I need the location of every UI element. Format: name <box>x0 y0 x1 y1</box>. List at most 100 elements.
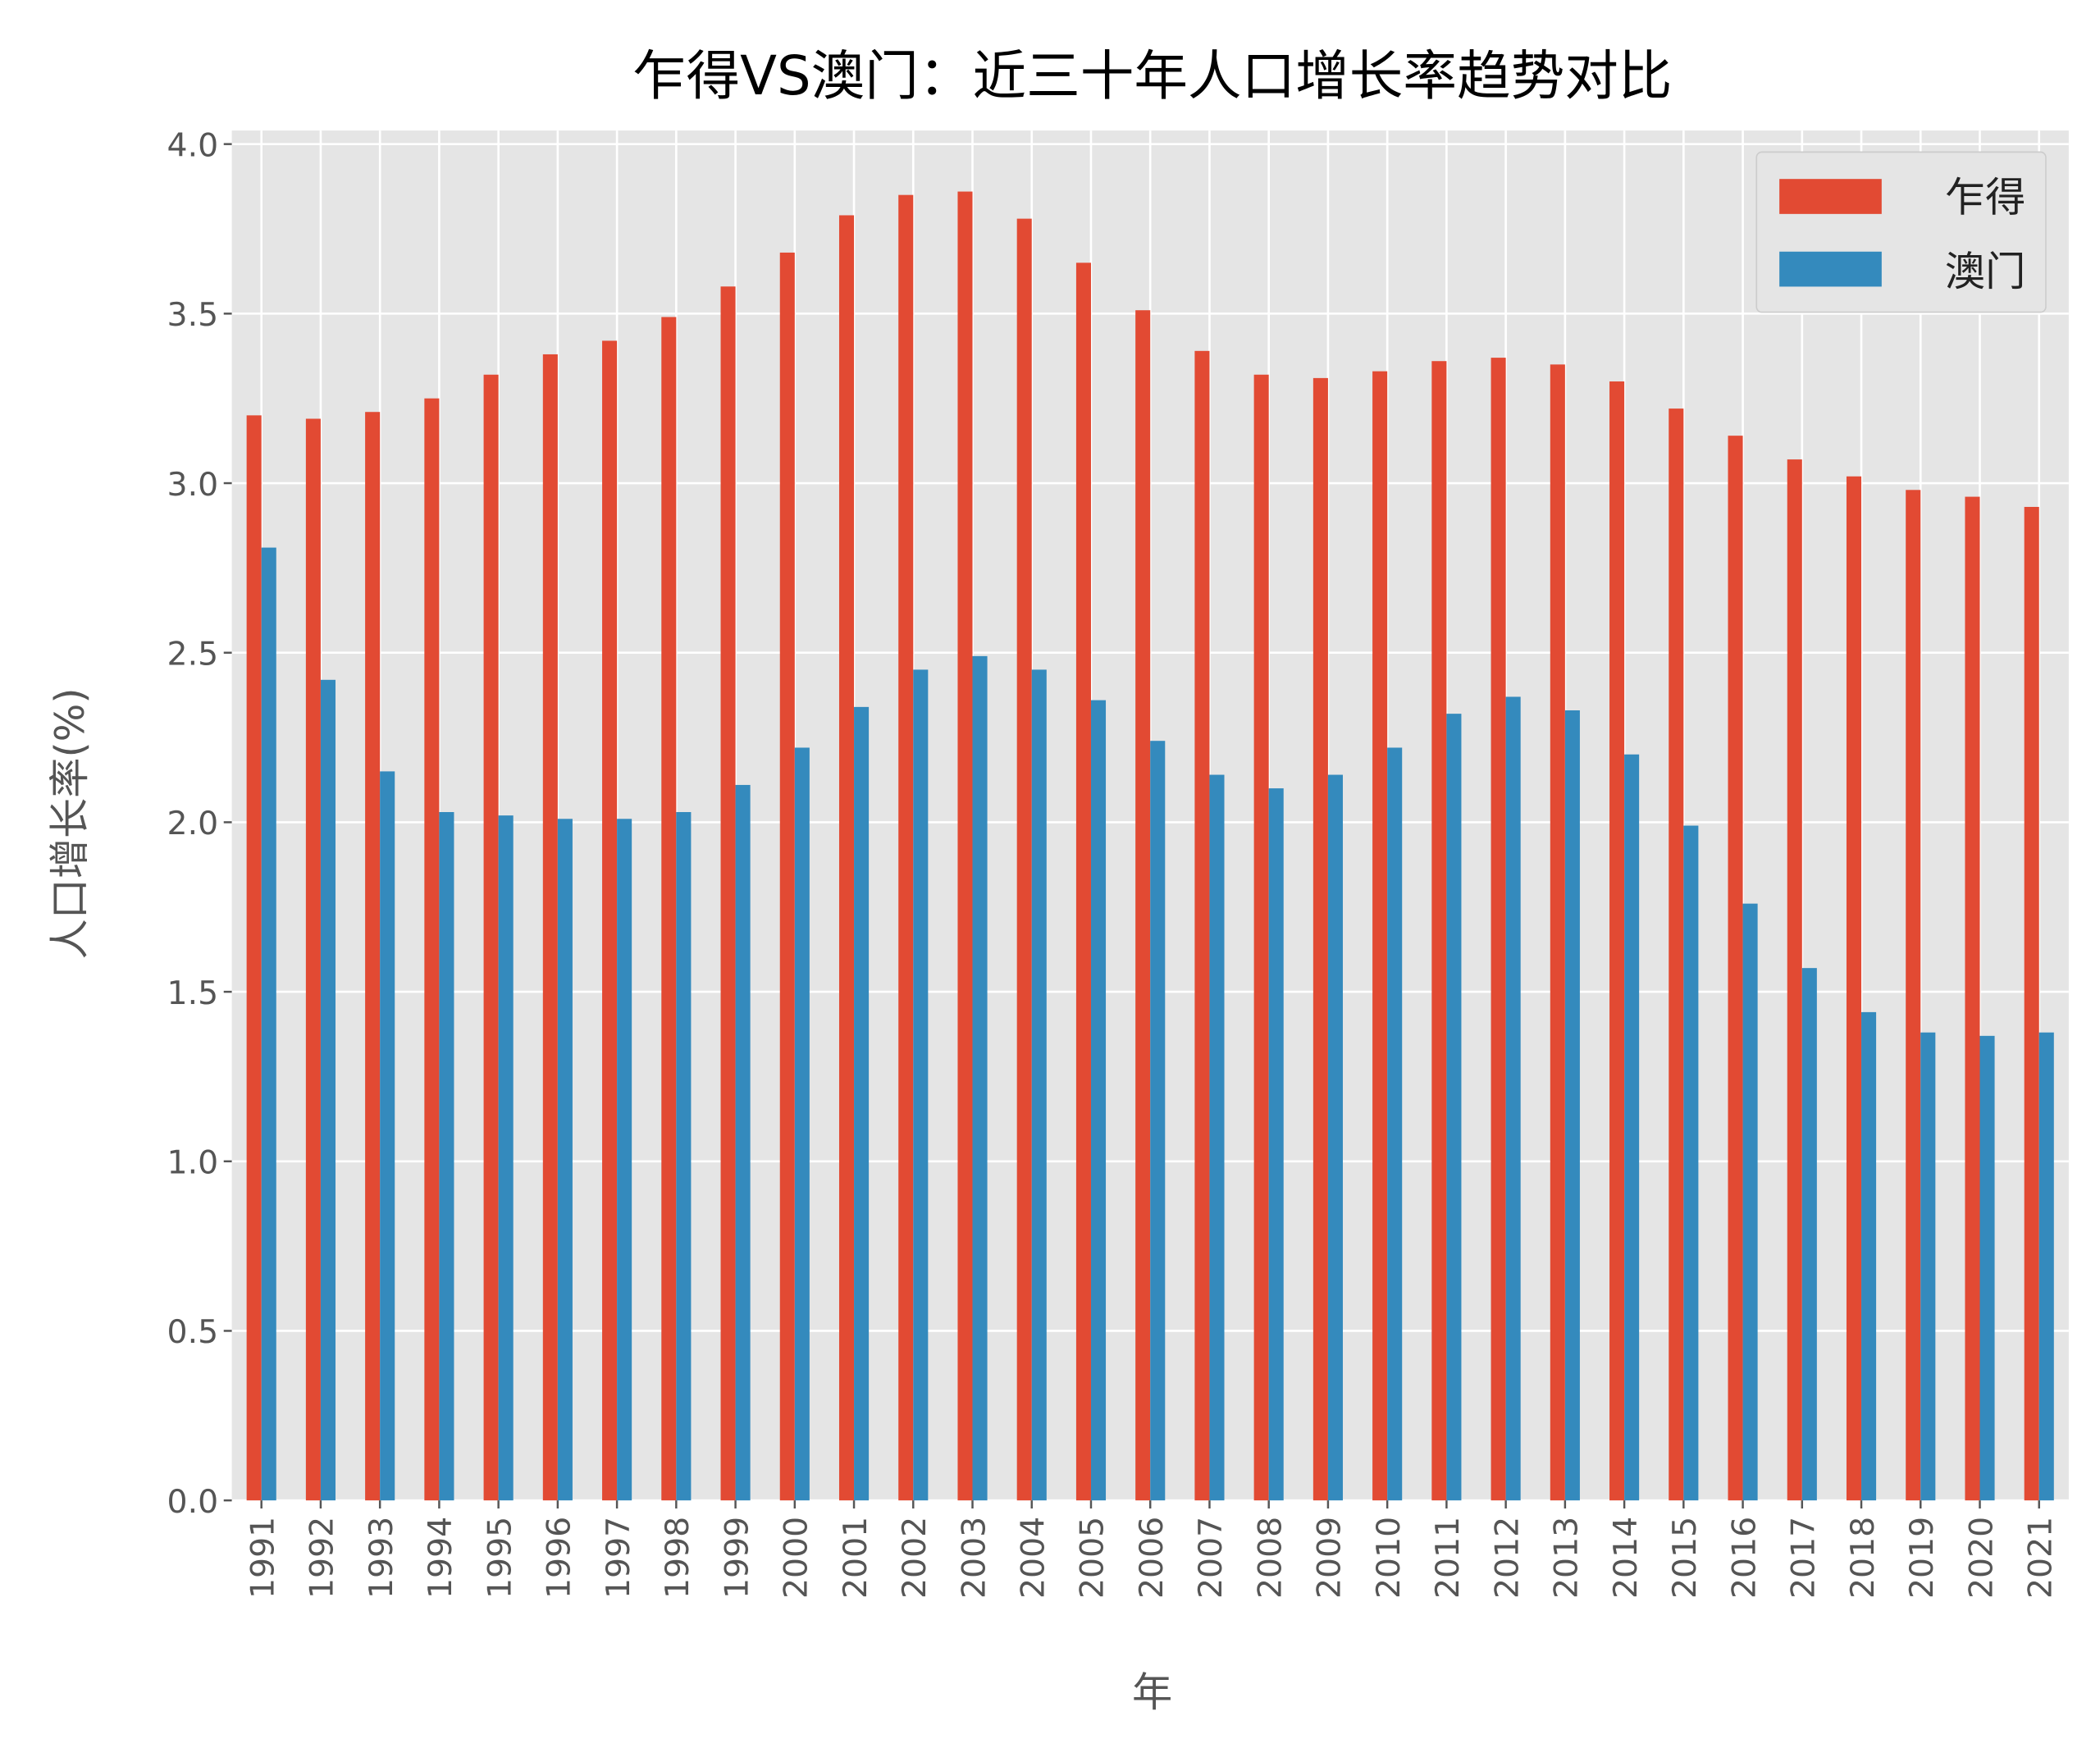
x-tick-label: 2016 <box>1725 1517 1763 1599</box>
bar-macau-1994 <box>439 812 454 1501</box>
bar-macau-2001 <box>854 706 870 1501</box>
bar-macau-1998 <box>676 812 692 1501</box>
chart-title: 乍得VS澳门：近三十年人口增长率趋势对比 <box>632 45 1673 107</box>
bar-macau-1992 <box>320 679 336 1501</box>
x-tick-label: 2006 <box>1133 1517 1171 1599</box>
x-tick-label: 1997 <box>600 1517 637 1599</box>
bar-macau-2012 <box>1505 696 1521 1501</box>
bar-macau-1996 <box>557 819 573 1501</box>
bar-macau-1995 <box>498 815 514 1501</box>
bar-chad-2000 <box>779 252 795 1501</box>
bar-chad-2009 <box>1312 377 1328 1501</box>
bar-macau-2011 <box>1446 714 1462 1501</box>
y-tick-label: 2.0 <box>167 805 219 842</box>
bar-chad-2008 <box>1253 374 1269 1501</box>
bar-chad-2010 <box>1372 371 1388 1501</box>
y-tick-label: 1.5 <box>167 974 219 1012</box>
x-tick-label: 2011 <box>1429 1517 1467 1599</box>
bar-macau-2002 <box>913 669 929 1501</box>
y-axis-label: 人口增长率(%) <box>46 687 94 959</box>
bar-macau-2005 <box>1090 700 1107 1501</box>
x-tick-label: 1991 <box>244 1517 281 1599</box>
bar-chad-2018 <box>1846 476 1862 1501</box>
bar-chad-2020 <box>1965 496 1980 1501</box>
bar-macau-2004 <box>1031 669 1047 1501</box>
x-tick-label: 2014 <box>1607 1517 1645 1599</box>
x-tick-label: 2000 <box>778 1517 815 1599</box>
bar-macau-2006 <box>1150 741 1166 1501</box>
bar-chad-2004 <box>1016 218 1032 1501</box>
bar-chad-1997 <box>602 340 618 1501</box>
bar-macau-2010 <box>1387 747 1403 1501</box>
bar-chad-1993 <box>365 412 381 1501</box>
x-tick-label: 2019 <box>1903 1517 1941 1599</box>
y-tick-label: 1.0 <box>167 1144 219 1182</box>
y-tick-label: 3.0 <box>167 466 219 504</box>
bar-macau-2018 <box>1861 1011 1877 1501</box>
bar-macau-2009 <box>1327 774 1343 1501</box>
bar-macau-2016 <box>1742 903 1758 1501</box>
bar-macau-1997 <box>617 819 632 1501</box>
y-tick-label: 0.0 <box>167 1483 219 1521</box>
x-tick-label: 2012 <box>1488 1517 1526 1599</box>
bar-chad-1999 <box>720 286 736 1501</box>
x-tick-label: 1994 <box>422 1517 459 1599</box>
bar-macau-2019 <box>1920 1032 1936 1501</box>
bar-chad-2016 <box>1728 436 1743 1501</box>
bar-chad-2017 <box>1787 459 1802 1501</box>
x-tick-label: 2001 <box>837 1517 874 1599</box>
legend: 乍得 澳门 <box>1755 151 2047 313</box>
y-tick-label: 4.0 <box>167 126 219 164</box>
bar-chad-2021 <box>2024 506 2039 1501</box>
bar-macau-1991 <box>261 547 276 1501</box>
x-tick-label: 2004 <box>1015 1517 1052 1599</box>
x-tick-label: 1999 <box>718 1517 756 1599</box>
bar-chad-2015 <box>1669 408 1684 1501</box>
bar-chad-2003 <box>957 191 973 1501</box>
x-axis-label: 年 <box>1132 1668 1172 1716</box>
bar-chad-2019 <box>1906 490 1921 1501</box>
x-tick-label: 2010 <box>1370 1517 1408 1599</box>
x-tick-label: 2020 <box>1962 1517 2000 1599</box>
x-tick-label: 2007 <box>1192 1517 1230 1599</box>
x-tick-label: 2015 <box>1666 1517 1704 1599</box>
y-tick-label: 3.5 <box>167 296 219 334</box>
bar-macau-2000 <box>794 747 810 1501</box>
x-tick-label: 1998 <box>659 1517 696 1599</box>
bar-macau-2020 <box>1979 1035 1995 1501</box>
legend-swatch-macau <box>1779 251 1882 287</box>
bar-chad-2011 <box>1431 361 1447 1501</box>
bar-macau-2003 <box>972 655 988 1501</box>
x-tick-label: 2017 <box>1785 1517 1823 1599</box>
bar-macau-2008 <box>1268 788 1284 1501</box>
x-tick-label: 2005 <box>1074 1517 1112 1599</box>
x-tick-label: 2009 <box>1311 1517 1349 1599</box>
x-tick-label: 2013 <box>1548 1517 1586 1599</box>
bar-macau-2013 <box>1564 710 1580 1501</box>
bar-chad-2006 <box>1135 310 1151 1501</box>
bar-chad-2005 <box>1075 262 1091 1501</box>
legend-label-chad: 乍得 <box>1945 174 2025 221</box>
bar-macau-2014 <box>1624 754 1640 1501</box>
x-tick-label: 2021 <box>2022 1517 2060 1599</box>
bar-chad-1992 <box>305 418 321 1501</box>
x-tick-label: 2008 <box>1251 1517 1289 1599</box>
bar-macau-1993 <box>380 771 395 1501</box>
bar-macau-1999 <box>735 784 751 1501</box>
bar-chad-1998 <box>661 317 677 1501</box>
bar-chad-1996 <box>542 354 558 1501</box>
bar-chad-2001 <box>838 215 855 1501</box>
x-tick-label: 1995 <box>481 1517 518 1599</box>
x-tick-label: 2003 <box>955 1517 993 1599</box>
bar-macau-2021 <box>2038 1032 2054 1501</box>
bar-chad-2002 <box>898 194 914 1501</box>
legend-label-macau: 澳门 <box>1945 248 2025 295</box>
x-tick-label: 1993 <box>363 1517 400 1599</box>
y-tick-label: 0.5 <box>167 1313 219 1351</box>
x-tick-label: 1996 <box>541 1517 578 1599</box>
bar-chad-2014 <box>1609 381 1625 1501</box>
bar-chad-2013 <box>1550 364 1565 1501</box>
x-tick-label: 2018 <box>1844 1517 1882 1599</box>
bar-chad-1994 <box>424 398 440 1501</box>
